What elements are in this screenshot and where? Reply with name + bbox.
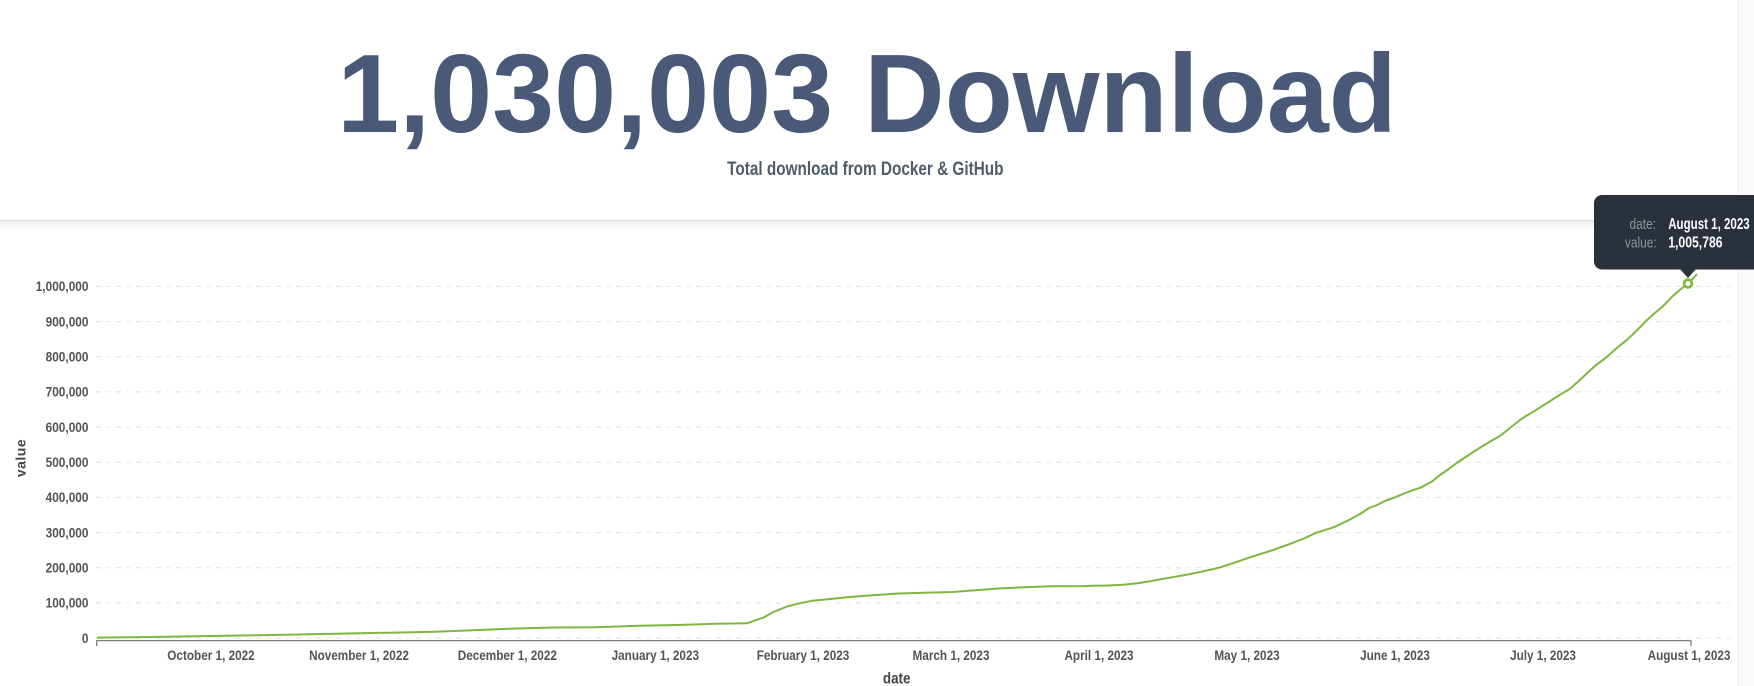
- svg-text:date:: date:: [1630, 216, 1656, 232]
- svg-text:100,000: 100,000: [46, 595, 89, 611]
- svg-text:August 1, 2023: August 1, 2023: [1648, 647, 1731, 663]
- svg-text:November 1, 2022: November 1, 2022: [309, 647, 409, 663]
- svg-text:0: 0: [82, 630, 89, 646]
- svg-text:June 1, 2023: June 1, 2023: [1360, 647, 1430, 663]
- svg-text:Total download from Docker & G: Total download from Docker & GitHub: [727, 157, 1003, 179]
- svg-text:February 1, 2023: February 1, 2023: [757, 647, 850, 663]
- svg-text:900,000: 900,000: [46, 314, 89, 330]
- svg-text:October 1, 2022: October 1, 2022: [167, 647, 254, 663]
- svg-text:400,000: 400,000: [46, 489, 89, 505]
- svg-text:300,000: 300,000: [46, 525, 89, 541]
- svg-text:700,000: 700,000: [46, 384, 89, 400]
- svg-text:1,000,000: 1,000,000: [36, 278, 89, 294]
- svg-text:January 1, 2023: January 1, 2023: [612, 647, 699, 663]
- svg-text:May 1, 2023: May 1, 2023: [1214, 647, 1279, 663]
- svg-text:value:: value:: [1625, 234, 1657, 250]
- svg-text:value: value: [12, 439, 28, 477]
- svg-text:1,005,786: 1,005,786: [1668, 233, 1723, 251]
- svg-text:date: date: [883, 671, 911, 686]
- svg-text:December 1, 2022: December 1, 2022: [458, 647, 557, 663]
- svg-text:August 1, 2023: August 1, 2023: [1668, 216, 1750, 233]
- svg-text:600,000: 600,000: [46, 419, 89, 435]
- svg-text:800,000: 800,000: [46, 349, 89, 365]
- svg-text:March 1, 2023: March 1, 2023: [913, 647, 990, 663]
- svg-text:July 1, 2023: July 1, 2023: [1510, 647, 1576, 663]
- svg-text:200,000: 200,000: [46, 560, 89, 576]
- svg-text:1,030,003 Download: 1,030,003 Download: [337, 31, 1397, 156]
- svg-text:500,000: 500,000: [46, 454, 89, 470]
- svg-text:April 1, 2023: April 1, 2023: [1064, 647, 1133, 663]
